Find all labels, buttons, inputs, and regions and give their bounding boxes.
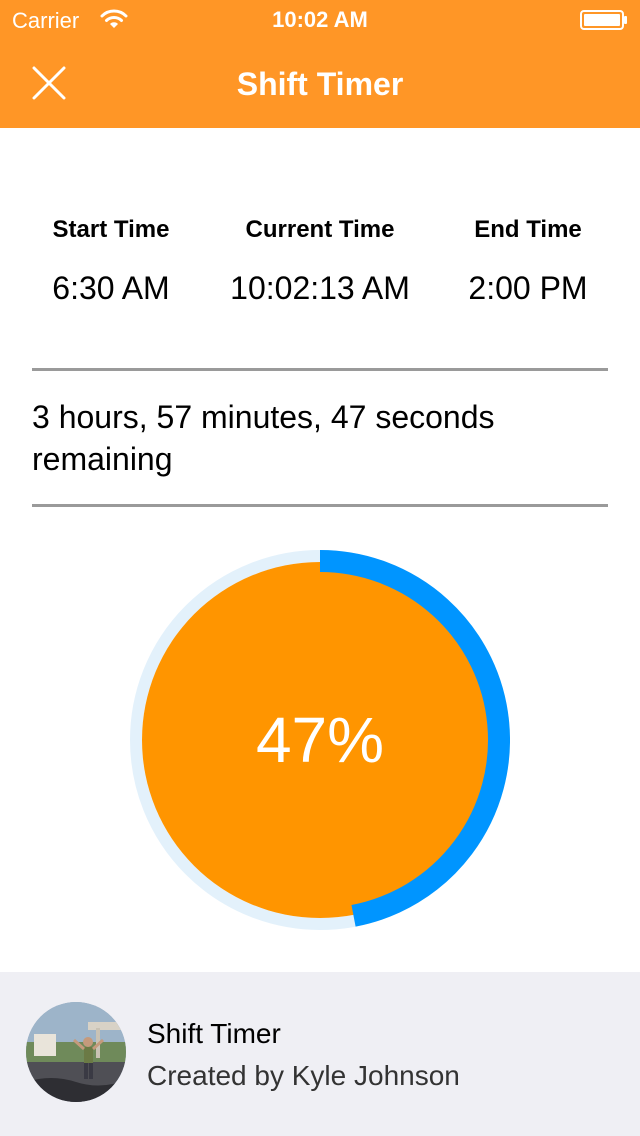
time-remaining-line1: 3 hours, 57 minutes, 47 seconds	[32, 399, 495, 435]
start-time-label: Start Time	[52, 216, 170, 243]
progress-percent: 47%	[255, 704, 385, 776]
close-icon	[32, 66, 66, 100]
progress-ring-arc	[319, 550, 510, 927]
status-time: 10:02 AM	[272, 7, 368, 32]
current-time-column: Current Time 10:02:13 AM	[210, 210, 430, 308]
footer: Shift Timer Created by Kyle Johnson	[0, 972, 640, 1136]
time-summary: Start Time 6:30 AM Current Time 10:02:13…	[0, 210, 640, 320]
divider-bottom	[32, 504, 608, 507]
close-button[interactable]	[20, 54, 78, 112]
divider-top	[32, 368, 608, 371]
avatar-photo	[26, 1002, 126, 1102]
progress-graphic	[130, 550, 510, 930]
status-bar: Carrier 10:02 AM	[0, 0, 640, 40]
header: Carrier 10:02 AM Shift Timer	[0, 0, 640, 128]
start-time-column: Start Time 6:30 AM	[1, 210, 221, 308]
page-title: Shift Timer	[236, 66, 404, 102]
progress-fill-circle	[142, 562, 498, 918]
current-time-label: Current Time	[245, 216, 395, 243]
footer-credit: Created by Kyle Johnson	[147, 1060, 460, 1091]
current-time-value: 10:02:13 AM	[230, 270, 410, 306]
footer-app-name: Shift Timer	[147, 1018, 281, 1049]
time-remaining: 3 hours, 57 minutes, 47 seconds remainin…	[32, 396, 608, 480]
nav-bar: Shift Timer	[0, 40, 640, 128]
wifi-icon	[100, 9, 128, 28]
end-time-column: End Time 2:00 PM	[418, 210, 638, 308]
end-time-value: 2:00 PM	[468, 270, 588, 306]
start-time-value: 6:30 AM	[52, 270, 170, 306]
avatar	[26, 1002, 126, 1102]
battery-icon	[580, 10, 627, 30]
progress-circle: 47%	[130, 550, 510, 930]
carrier-label: Carrier	[12, 8, 80, 33]
time-remaining-line2: remaining	[32, 441, 173, 477]
end-time-label: End Time	[474, 216, 582, 243]
